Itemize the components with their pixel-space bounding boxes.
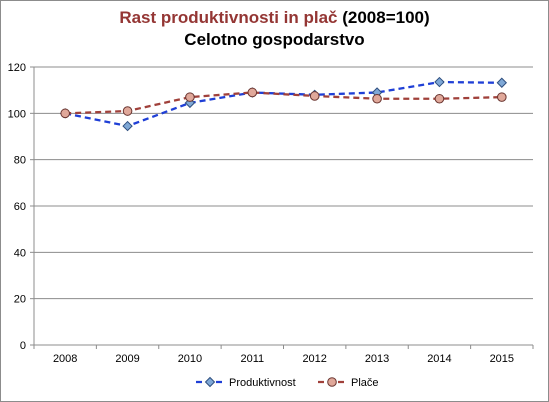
x-tick-label: 2012 [302, 353, 326, 365]
x-tick-label: 2015 [490, 353, 514, 365]
legend-pla-e-marker [327, 377, 337, 387]
series-pla-e-point [497, 92, 507, 102]
series-pla-e-point [60, 108, 70, 119]
series-pla-e-point [185, 92, 195, 102]
series-produktivnost-line [64, 80, 502, 128]
y-tick-label: 60 [14, 201, 26, 213]
legend-produktivnost-marker [204, 376, 216, 388]
series-pla-e-point [122, 106, 133, 116]
chart-title-suffix: (2008=100) [337, 8, 430, 27]
x-tick-label: 2014 [427, 353, 451, 365]
legend-produktivnost-label: Produktivnost [229, 377, 296, 389]
chart-subtitle: Celotno gospodarstvo [184, 30, 365, 49]
series-produktivnost-point [496, 77, 508, 88]
series-pla-e-point [372, 93, 382, 104]
y-tick-label: 120 [8, 62, 26, 74]
series-produktivnost-point [122, 120, 133, 132]
y-tick-label: 80 [14, 155, 26, 167]
x-tick-label: 2009 [115, 353, 139, 365]
x-tick-label: 2011 [240, 353, 264, 365]
chart-title-accent: Rast produktivnosti in plač [119, 8, 338, 27]
chart-title: Rast produktivnosti in plač (2008=100) [0, 8, 549, 28]
series-pla-e-point [309, 91, 320, 101]
y-tick-label: 0 [20, 340, 26, 352]
x-tick-label: 2013 [365, 353, 389, 365]
y-tick-label: 40 [14, 247, 26, 259]
series-pla-e-line [65, 91, 502, 115]
series-pla-e-point [434, 93, 445, 104]
x-tick-label: 2010 [178, 353, 202, 365]
legend-pla-e-label: Plače [351, 377, 379, 389]
series-pla-e-point [247, 87, 258, 98]
x-tick-label: 2008 [53, 353, 77, 365]
y-tick-label: 100 [8, 108, 26, 120]
series-produktivnost-point [434, 76, 445, 88]
y-tick-label: 20 [14, 294, 26, 306]
